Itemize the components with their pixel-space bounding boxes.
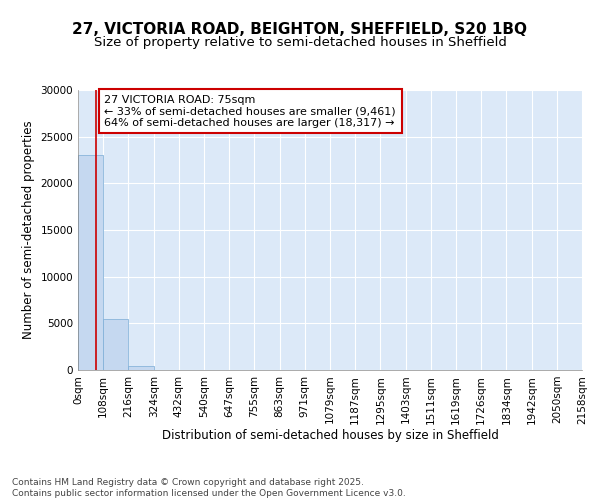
Text: Contains HM Land Registry data © Crown copyright and database right 2025.
Contai: Contains HM Land Registry data © Crown c… xyxy=(12,478,406,498)
X-axis label: Distribution of semi-detached houses by size in Sheffield: Distribution of semi-detached houses by … xyxy=(161,429,499,442)
Y-axis label: Number of semi-detached properties: Number of semi-detached properties xyxy=(22,120,35,340)
Text: Size of property relative to semi-detached houses in Sheffield: Size of property relative to semi-detach… xyxy=(94,36,506,49)
Bar xyxy=(128,366,154,370)
Text: 27, VICTORIA ROAD, BEIGHTON, SHEFFIELD, S20 1BQ: 27, VICTORIA ROAD, BEIGHTON, SHEFFIELD, … xyxy=(73,22,527,38)
Bar xyxy=(103,318,128,370)
Bar xyxy=(78,156,103,370)
Text: 27 VICTORIA ROAD: 75sqm
← 33% of semi-detached houses are smaller (9,461)
64% of: 27 VICTORIA ROAD: 75sqm ← 33% of semi-de… xyxy=(104,94,396,128)
